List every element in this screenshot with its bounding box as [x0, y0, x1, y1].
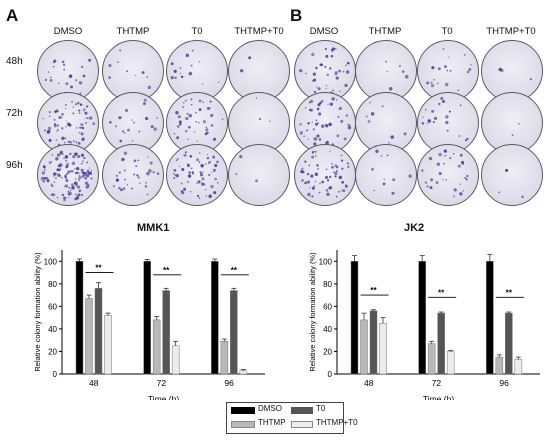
bar-t0-96: [230, 290, 238, 375]
bar-thtmp-48: [360, 319, 368, 375]
bar-thtmp-t0-72: [446, 351, 455, 375]
bar-dmso-48: [75, 261, 84, 375]
colony-dish-a-r2-c3: [166, 92, 228, 154]
column-header-dmso-b: DMSO: [309, 26, 339, 37]
significance-label: **: [95, 264, 102, 273]
significance-label: **: [163, 266, 170, 275]
bar-t0-96: [505, 312, 513, 375]
bar-thtmp-72: [152, 319, 161, 375]
significance-label: **: [231, 266, 238, 275]
chart-legend: DMSO T0 THTMP THTMP+T0: [226, 402, 358, 434]
colony-dish-a-r3-c3: [166, 144, 228, 206]
colony-dish-b-r3-c3: [417, 144, 479, 206]
x-tick-label: 72: [432, 378, 442, 388]
y-tick-label: 60: [48, 302, 57, 311]
y-tick-label: 40: [323, 325, 332, 334]
legend-label-dmso: DMSO: [258, 404, 282, 413]
bar-thtmp-96: [495, 356, 504, 375]
colony-dish-a-r2-c2: [102, 92, 164, 154]
bar-dmso-48: [350, 261, 359, 375]
colony-dish-b-r2-c4: [481, 92, 543, 154]
row-header-96h: 96h: [6, 160, 23, 171]
legend-swatch-thtmp: [231, 421, 255, 428]
colony-dish-b-r2-c3: [417, 92, 479, 154]
colony-dish-a-r2-c4: [228, 92, 290, 154]
colony-dish-a-r1-c3: [166, 40, 228, 102]
legend-label-t0: T0: [316, 404, 326, 413]
x-tick-label: 48: [89, 378, 99, 388]
chart-title-mmk1: MMK1: [137, 222, 170, 234]
bar-dmso-96: [211, 261, 219, 375]
legend-label-combo: THTMP+T0: [316, 418, 358, 427]
chart-title-jk2: JK2: [404, 222, 425, 234]
colony-dish-a-r3-c4: [228, 144, 290, 206]
significance-label: **: [438, 288, 445, 297]
row-header-48h: 48h: [6, 56, 23, 67]
colony-dish-b-r3-c4: [481, 144, 543, 206]
column-header-t0-b: T0: [441, 26, 453, 37]
y-tick-label: 0: [328, 370, 333, 379]
column-header-combo-b: THTMP+T0: [486, 26, 536, 37]
column-header-thtmp-b: THTMP: [368, 26, 402, 37]
colony-dish-b-r2-c1: [294, 92, 356, 154]
x-tick-label: 96: [224, 378, 234, 388]
legend-label-thtmp: THTMP: [258, 418, 286, 427]
column-header-thtmp-a: THTMP: [116, 26, 150, 37]
column-header-dmso-a: DMSO: [53, 26, 83, 37]
x-tick-label: 96: [499, 378, 509, 388]
x-axis-label: Time (h): [423, 394, 454, 400]
colony-dish-b-r2-c2: [355, 92, 417, 154]
legend-swatch-combo: [291, 421, 313, 428]
y-tick-label: 20: [323, 347, 332, 356]
y-tick-label: 20: [48, 347, 57, 356]
row-header-72h: 72h: [6, 108, 23, 119]
bar-thtmp-t0-96: [514, 359, 523, 375]
bar-thtmp-t0-48: [104, 315, 112, 375]
bar-dmso-96: [486, 261, 494, 375]
y-tick-label: 100: [44, 257, 58, 266]
significance-label: **: [506, 288, 513, 297]
bar-t0-72: [162, 290, 170, 375]
bar-t0-48: [369, 310, 378, 375]
bar-thtmp-48: [85, 298, 93, 375]
colony-dish-a-r3-c2: [102, 144, 164, 206]
y-tick-label: 40: [48, 325, 57, 334]
colony-dish-b-r1-c3: [417, 40, 479, 102]
panel-letter-a: A: [6, 6, 19, 25]
colony-dish-b-r1-c4: [481, 40, 543, 102]
legend-swatch-t0: [291, 407, 313, 414]
y-tick-label: 100: [319, 257, 333, 266]
colony-dish-a-r2-c1: [37, 92, 99, 154]
bar-dmso-72: [143, 261, 151, 375]
x-axis-label: Time (h): [148, 394, 179, 400]
bar-thtmp-t0-72: [171, 345, 180, 375]
bar-dmso-72: [418, 261, 426, 375]
bar-thtmp-t0-96: [239, 370, 248, 375]
y-tick-label: 0: [53, 370, 58, 379]
column-header-t0-a: T0: [191, 26, 203, 37]
legend-swatch-dmso: [231, 407, 255, 414]
y-tick-label: 80: [48, 280, 57, 289]
significance-label: **: [370, 286, 377, 295]
bar-thtmp-72: [427, 343, 436, 375]
colony-dish-b-r3-c2: [355, 144, 417, 206]
x-tick-label: 72: [157, 378, 167, 388]
y-axis-label: Relative colony formation ability (%): [33, 252, 42, 372]
colony-dish-b-r1-c2: [355, 40, 417, 102]
bar-thtmp-t0-48: [379, 323, 387, 375]
y-tick-label: 80: [323, 280, 332, 289]
panel-letter-b: B: [290, 6, 303, 25]
colony-dish-a-r3-c1: [37, 144, 99, 206]
column-header-combo-a: THTMP+T0: [234, 26, 284, 37]
y-axis-label: Relative colony formation ability (%): [308, 252, 317, 372]
bar-thtmp-96: [220, 341, 229, 375]
bar-t0-48: [94, 288, 103, 375]
colony-dish-b-r3-c1: [294, 144, 356, 206]
x-tick-label: 48: [364, 378, 374, 388]
y-tick-label: 60: [323, 302, 332, 311]
bar-t0-72: [437, 312, 445, 375]
